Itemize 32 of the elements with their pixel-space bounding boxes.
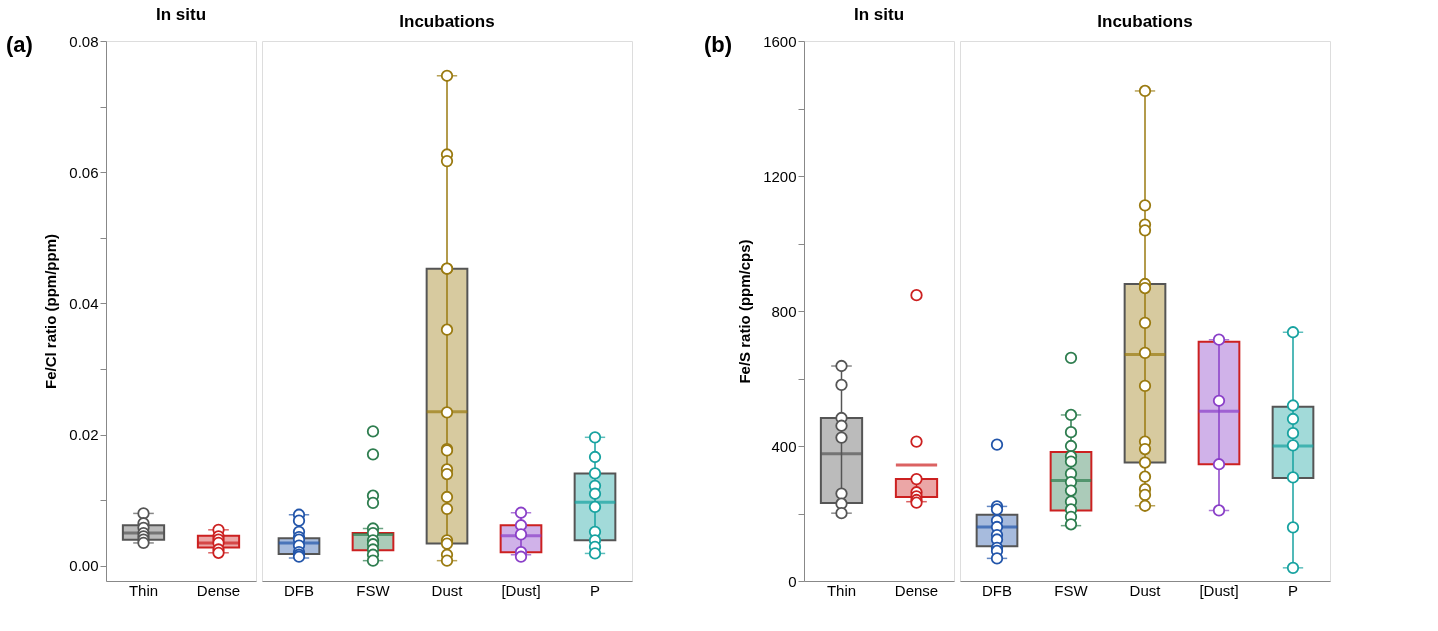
x-tick-label: P bbox=[1287, 581, 1299, 599]
x-tick-label: DFB bbox=[982, 581, 1012, 599]
chart-title: Incubations bbox=[399, 12, 495, 31]
x-tick-label: Dust bbox=[431, 581, 464, 599]
y-tick-label: 1600 bbox=[763, 32, 797, 50]
y-tick-label: 0.06 bbox=[69, 163, 99, 181]
x-tick-label: DFB bbox=[284, 581, 314, 599]
x-tick-label: FSW bbox=[1054, 581, 1089, 599]
y-tick-label: 400 bbox=[771, 437, 797, 455]
chart-title: In situ bbox=[155, 5, 207, 24]
x-tick-label: Dust bbox=[1129, 581, 1162, 599]
y-tick-label: 0.02 bbox=[69, 426, 99, 444]
y-tick-label: 0.00 bbox=[69, 557, 99, 575]
x-tick-label: [Dust] bbox=[1199, 581, 1239, 599]
y-axis-title: Fe/S ratio (ppm/cps) bbox=[736, 239, 754, 384]
text: (b) bbox=[704, 32, 733, 57]
chart-title: In situ bbox=[853, 5, 905, 24]
x-tick-label: Dense bbox=[894, 581, 939, 599]
x-tick-label: FSW bbox=[356, 581, 391, 599]
y-tick-label: 0 bbox=[788, 572, 797, 590]
x-tick-label: Dense bbox=[196, 581, 241, 599]
y-tick-label: 800 bbox=[771, 302, 797, 320]
y-tick-label: 1200 bbox=[763, 167, 797, 185]
text: (a) bbox=[6, 32, 33, 57]
chart-title: Incubations bbox=[1097, 12, 1193, 31]
y-tick-label: 0.08 bbox=[69, 32, 99, 50]
x-tick-label: P bbox=[589, 581, 601, 599]
x-tick-label: Thin bbox=[826, 581, 857, 599]
y-axis-title: Fe/Cl ratio (ppm/ppm) bbox=[42, 234, 60, 389]
x-tick-label: [Dust] bbox=[501, 581, 541, 599]
x-tick-label: Thin bbox=[128, 581, 159, 599]
y-tick-label: 0.04 bbox=[69, 294, 99, 312]
